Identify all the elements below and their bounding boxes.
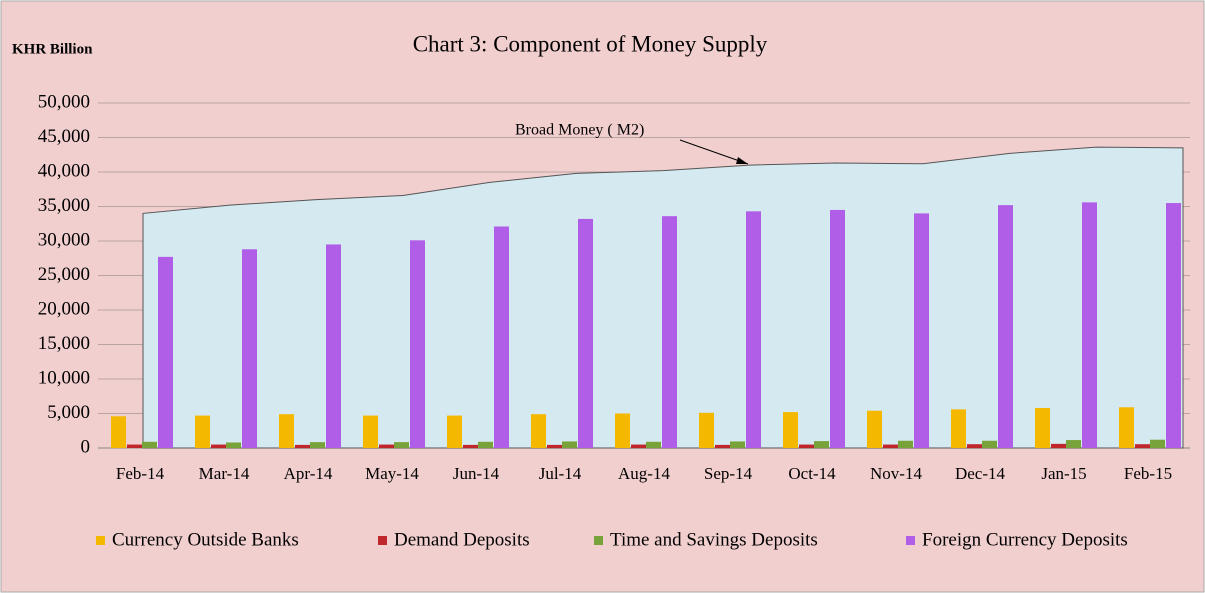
bar	[326, 244, 341, 448]
bar	[730, 441, 745, 448]
annotation-arrow	[679, 139, 749, 165]
bar	[1051, 443, 1066, 448]
bar	[1066, 440, 1081, 448]
legend-label: Foreign Currency Deposits	[922, 529, 1128, 550]
bar	[867, 410, 882, 448]
bar	[211, 444, 226, 448]
bar	[699, 412, 714, 448]
y-tick-label: 25,000	[38, 264, 90, 285]
bar	[531, 414, 546, 448]
bar	[615, 413, 630, 448]
bar	[646, 441, 661, 448]
bar	[1150, 439, 1165, 448]
y-tick-label: 30,000	[38, 229, 90, 250]
bar	[715, 444, 730, 448]
bar	[998, 205, 1013, 448]
bar	[967, 444, 982, 448]
bar	[898, 440, 913, 448]
bar	[142, 441, 157, 448]
y-axis-label: KHR Billion	[12, 41, 93, 57]
bar	[547, 444, 562, 448]
x-tick-label: Apr-14	[284, 464, 333, 483]
bar	[111, 416, 126, 448]
bar	[814, 441, 829, 448]
x-tick-label: Feb-14	[116, 464, 165, 483]
legend-label: Time and Savings Deposits	[610, 529, 818, 550]
bar	[562, 441, 577, 448]
bar	[447, 415, 462, 448]
legend-swatch	[594, 536, 603, 545]
bar	[783, 412, 798, 448]
bar	[410, 240, 425, 448]
x-tick-label: Oct-14	[788, 464, 836, 483]
bar	[799, 444, 814, 448]
y-tick-label: 40,000	[38, 160, 90, 181]
bar	[127, 444, 142, 448]
x-tick-label: May-14	[365, 464, 419, 483]
bar	[463, 444, 478, 448]
legend-swatch	[96, 536, 105, 545]
x-tick-label: Jan-15	[1041, 464, 1086, 483]
y-tick-label: 15,000	[38, 333, 90, 354]
bar	[279, 414, 294, 448]
chart-title: Chart 3: Component of Money Supply	[413, 31, 768, 56]
legend-swatch	[378, 536, 387, 545]
annotation: Broad Money ( M2)	[515, 122, 644, 139]
bar	[363, 415, 378, 448]
bar	[1135, 444, 1150, 448]
bar	[394, 442, 409, 448]
bar	[379, 444, 394, 448]
x-tick-label: Jul-14	[539, 464, 582, 483]
y-tick-label: 0	[81, 436, 91, 457]
x-tick-label: Sep-14	[704, 464, 753, 483]
bar	[578, 218, 593, 448]
arrow-head	[736, 157, 748, 164]
y-tick-label: 5,000	[47, 402, 90, 423]
bar	[982, 440, 997, 448]
bar	[662, 216, 677, 448]
bar	[1119, 407, 1134, 448]
bar	[951, 409, 966, 448]
bar	[1082, 202, 1097, 448]
x-tick-label: Dec-14	[955, 464, 1006, 483]
bar	[1035, 407, 1050, 448]
bar	[310, 442, 325, 448]
legend-label: Demand Deposits	[394, 529, 530, 550]
legend-label: Currency Outside Banks	[112, 529, 299, 550]
legend-swatch	[906, 536, 915, 545]
y-tick-label: 35,000	[38, 195, 90, 216]
bar	[830, 209, 845, 448]
bar	[914, 213, 929, 448]
bar	[195, 415, 210, 448]
y-tick-label: 45,000	[38, 126, 90, 147]
bar	[1166, 203, 1181, 448]
x-tick-label: Jun-14	[453, 464, 500, 483]
bar	[494, 226, 509, 448]
bar	[242, 249, 257, 448]
y-tick-label: 20,000	[38, 298, 90, 319]
bar	[158, 256, 173, 448]
x-tick-label: Nov-14	[870, 464, 922, 483]
bar	[631, 444, 646, 448]
x-tick-label: Mar-14	[199, 464, 250, 483]
bar	[226, 442, 241, 448]
bar	[295, 444, 310, 448]
bar	[883, 444, 898, 448]
y-tick-label: 50,000	[38, 91, 90, 112]
bar	[478, 441, 493, 448]
x-tick-label: Aug-14	[618, 464, 670, 483]
y-tick-label: 10,000	[38, 367, 90, 388]
x-tick-label: Feb-15	[1124, 464, 1172, 483]
bar	[746, 211, 761, 448]
